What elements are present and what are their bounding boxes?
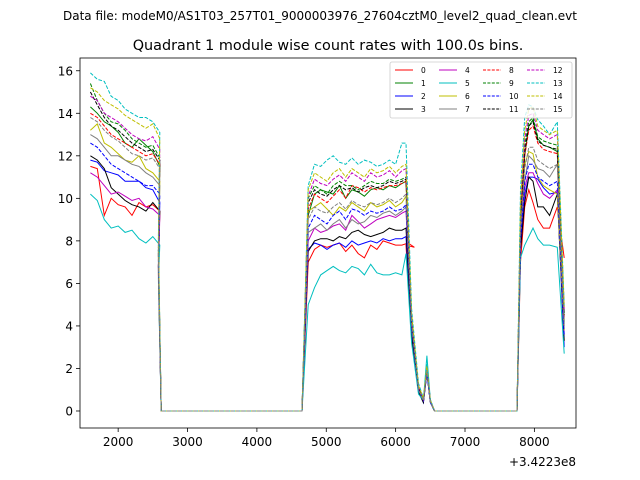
legend-entry: 6: [465, 92, 470, 101]
x-offset-label: +3.4223e8: [509, 455, 576, 469]
series-line-15: [90, 117, 565, 412]
legend-box: [389, 61, 573, 119]
y-tick-label: 14: [58, 107, 73, 121]
legend-entry: 7: [465, 105, 470, 114]
y-tick-label: 12: [58, 149, 73, 163]
legend-entry: 1: [421, 79, 426, 88]
x-tick-label: 3000: [172, 435, 203, 449]
x-tick-label: 6000: [380, 435, 411, 449]
series-lines: [89, 72, 565, 412]
suptitle: Data file: modeM0/AS1T03_257T01_90000039…: [63, 9, 577, 23]
legend-entry: 9: [509, 79, 514, 88]
legend-entry: 8: [509, 66, 514, 75]
legend-entry: 2: [421, 92, 426, 101]
axes-frame: [79, 57, 577, 429]
legend-entry: 4: [465, 66, 470, 75]
series-line-13: [90, 72, 565, 412]
y-tick-label: 0: [65, 404, 73, 418]
x-tick-label: 5000: [311, 435, 342, 449]
legend-entry: 3: [421, 105, 426, 114]
legend-entry: 13: [553, 79, 563, 88]
series-line-14: [90, 87, 565, 412]
legend-entry: 0: [421, 66, 426, 75]
x-tick-label: 4000: [242, 435, 273, 449]
x-tick-label: 8000: [519, 435, 550, 449]
y-tick-label: 8: [65, 234, 73, 248]
x-axis: 2000 3000 4000 5000 6000 7000 8000: [103, 428, 550, 449]
legend-entry: 5: [465, 79, 470, 88]
x-tick-label: 2000: [103, 435, 134, 449]
legend-entry: 14: [553, 92, 563, 101]
y-tick-label: 2: [65, 362, 73, 376]
legend-entry: 10: [509, 92, 519, 101]
legend-entry: 11: [509, 105, 519, 114]
y-axis: 0 2 4 6 8 10 12 14 16: [58, 64, 80, 418]
y-tick-label: 6: [65, 277, 73, 291]
legend-entry: 15: [553, 105, 563, 114]
chart-title: Quadrant 1 module wise count rates with …: [133, 38, 524, 54]
y-tick-label: 4: [65, 319, 73, 333]
legend-entry: 12: [553, 66, 563, 75]
y-tick-label: 10: [58, 192, 73, 206]
plot-area: [80, 58, 576, 428]
y-tick-label: 16: [58, 64, 73, 78]
x-tick-label: 7000: [450, 435, 481, 449]
